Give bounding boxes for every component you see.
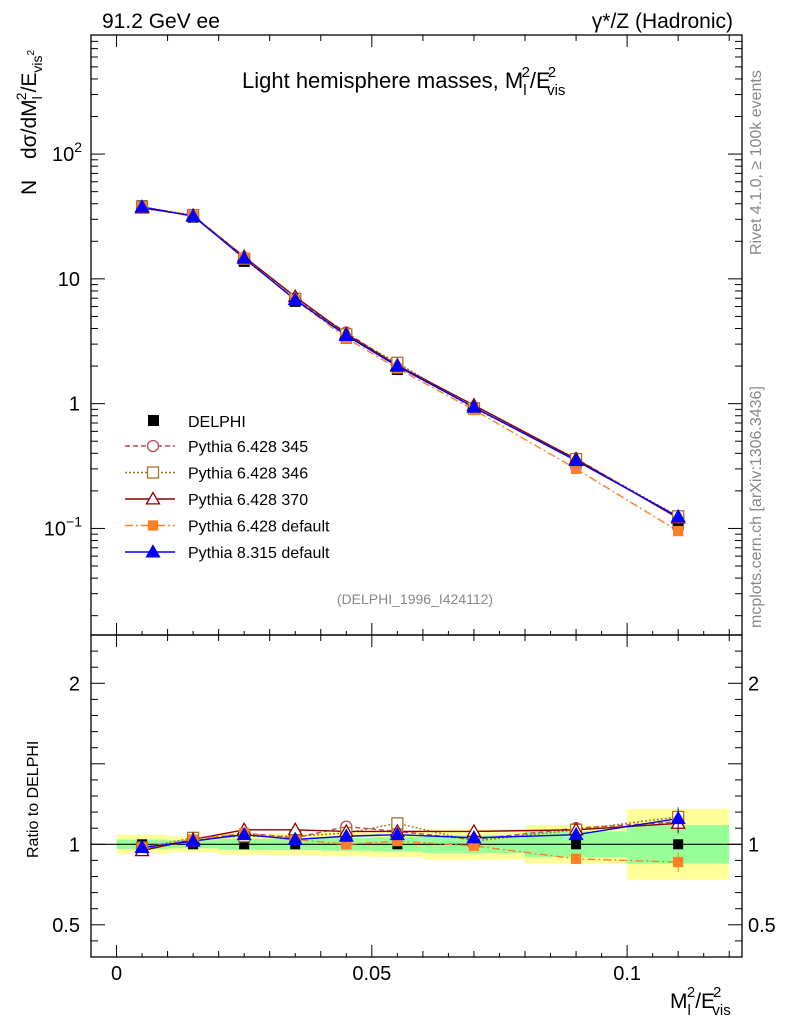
legend-label: Pythia 6.428 345 (188, 439, 308, 456)
x-tick-label: 0 (111, 963, 122, 985)
data-point-delphi (672, 519, 684, 531)
series-marker-ratio (236, 826, 252, 841)
y-axis-label-N: N (18, 180, 41, 195)
y-axis-label-ratio: Ratio to DELPHI (25, 741, 42, 858)
x-tick-label: 0.05 (352, 963, 391, 985)
data-point-delphi-ratio (673, 839, 684, 850)
legend-label: Pythia 8.315 default (188, 545, 330, 562)
plot-title: Light hemisphere masses, Ml2/E2 vis (242, 64, 565, 99)
series-marker-ratio (389, 826, 405, 841)
y-tick-label-ratio-right: 0.5 (748, 915, 776, 937)
series-marker-main (338, 327, 354, 342)
y-tick-label-ratio: 2 (69, 673, 80, 695)
series-marker-ratio (185, 833, 201, 847)
y-tick-label-ratio: 0.5 (52, 915, 80, 937)
ratio-plot-panel: 2 2 1 1 0.5 0.5 (52, 634, 776, 958)
legend-marker (146, 439, 160, 453)
series-marker-ratio (673, 856, 684, 868)
y-tick-label-main: 102 (52, 139, 82, 166)
series-marker-main (670, 508, 686, 523)
data-point-delphi-ratio (571, 839, 582, 850)
legend-marker (145, 491, 161, 505)
y-tick-label-ratio: 1 (69, 834, 80, 856)
series-marker-ratio (338, 828, 354, 842)
series-marker-main (568, 452, 584, 467)
y-tick-label-main: 10 (58, 269, 80, 291)
series-marker-main (389, 358, 405, 372)
series-marker-main (287, 291, 303, 306)
y-tick-label-ratio-right: 2 (748, 673, 759, 695)
y-tick-label-main: 10−1 (44, 513, 82, 540)
legend-marker (147, 520, 159, 531)
series-marker-main (134, 199, 150, 213)
main-plot-panel: 102 10 1 10−1 (44, 34, 743, 957)
mcplots-label: mcplots.cern.ch [arXiv:1306.3436] (748, 386, 765, 628)
y-axis-label-text: dσ/dMl2/Evis2 (13, 49, 45, 159)
series-marker-ratio (287, 831, 303, 845)
analysis-id: (DELPHI_1996_I424112) (337, 591, 493, 607)
x-tick-label: 0.1 (613, 963, 641, 985)
legend-label: Pythia 6.428 346 (188, 466, 308, 483)
rivet-version-label: Rivet 4.1.0, ≥ 100k events (748, 70, 765, 255)
y-axis-label-main: N dσ/dMl2/Evis2 (13, 49, 45, 195)
series-marker-ratio (134, 839, 150, 854)
series-marker-ratio (568, 826, 584, 841)
legend-marker (145, 544, 161, 558)
legend-marker (146, 466, 160, 479)
series-marker-ratio (570, 853, 582, 864)
series-marker-main (466, 399, 482, 413)
ratio-plot-frame (90, 634, 743, 958)
series-marker-ratio (466, 830, 482, 844)
y-tick-label-ratio-right: 1 (748, 834, 759, 856)
legend: DELPHI Pythia 6.428 345 Pythia 6.428 346 Py… (125, 414, 330, 562)
y-tick-label-main: 1 (69, 394, 80, 416)
series-marker-ratio (670, 810, 686, 825)
data-point-delphi-ratio (239, 839, 250, 850)
legend-label-delphi: DELPHI (188, 414, 246, 431)
legend-label: Pythia 6.428 default (188, 519, 330, 536)
header-process: γ*/Z (Hadronic) (592, 10, 733, 33)
x-axis-label: Ml2/E2 vis (670, 984, 731, 1019)
header-energy: 91.2 GeV ee (102, 10, 220, 33)
series-line-ratio (141, 832, 679, 863)
series-marker-main (185, 208, 201, 222)
legend-marker-delphi (148, 415, 159, 426)
series-marker-main (236, 250, 252, 264)
series-marker-main (673, 525, 684, 537)
legend-label: Pythia 6.428 370 (188, 492, 308, 509)
